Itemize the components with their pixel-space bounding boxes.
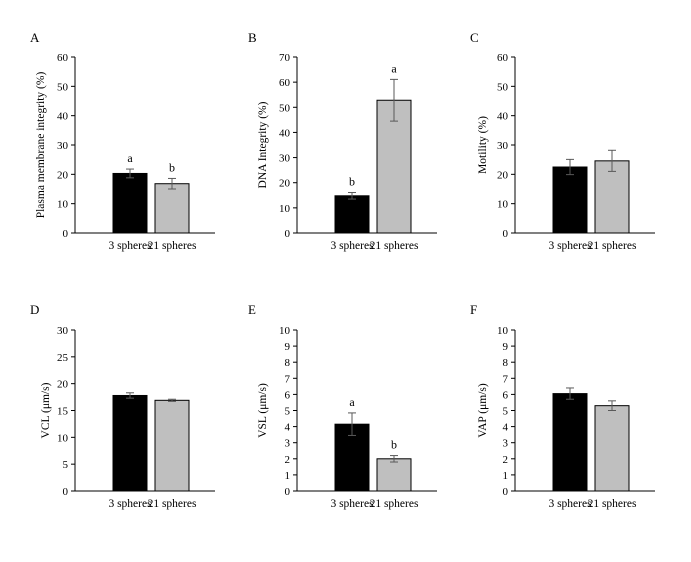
y-tick-label: 40 — [57, 111, 69, 123]
bar-1 — [112, 394, 148, 492]
y-tick-label: 0 — [503, 486, 509, 498]
bar-2 — [376, 99, 412, 234]
significance-letter: b — [169, 160, 175, 174]
y-tick-label: 1 — [285, 470, 291, 482]
y-axis-title: DNA Integrity (%) — [257, 101, 269, 188]
x-category-label: 21 spheres — [588, 498, 637, 510]
panel-label: C — [470, 30, 479, 45]
y-tick-label: 60 — [57, 52, 69, 64]
y-tick-label: 9 — [503, 341, 509, 353]
x-category-label: 3 spheres — [548, 498, 592, 510]
y-tick-label: 40 — [279, 127, 291, 139]
y-tick-label: 20 — [57, 379, 69, 391]
y-tick-label: 3 — [503, 438, 509, 450]
bar-2 — [594, 160, 630, 234]
panel-label: A — [30, 30, 40, 45]
x-category-label: 21 spheres — [148, 240, 197, 252]
bar-1 — [552, 166, 588, 234]
y-tick-label: 2 — [285, 454, 291, 466]
y-tick-label: 10 — [57, 199, 69, 211]
y-axis-title: VAP (μm/s) — [477, 383, 489, 438]
y-tick-label: 3 — [285, 438, 291, 450]
significance-letter: a — [349, 395, 355, 409]
y-tick-label: 7 — [503, 373, 509, 385]
y-tick-label: 0 — [63, 486, 69, 498]
y-axis-title: VCL (μm/s) — [40, 382, 52, 438]
significance-letter: a — [391, 61, 397, 75]
y-tick-label: 2 — [503, 454, 509, 466]
y-tick-label: 4 — [503, 422, 509, 434]
significance-letter: b — [391, 438, 397, 452]
x-category-label: 21 spheres — [588, 240, 637, 252]
y-tick-label: 25 — [57, 352, 69, 364]
y-tick-label: 50 — [57, 81, 69, 93]
y-tick-label: 7 — [285, 373, 291, 385]
y-tick-label: 8 — [285, 357, 291, 369]
y-tick-label: 10 — [497, 325, 509, 337]
x-category-label: 21 spheres — [148, 498, 197, 510]
y-axis-title: Motility (%) — [477, 116, 489, 174]
y-tick-label: 20 — [57, 169, 69, 181]
chart-panel-b: B 0 10 20 30 40 50 60 70 DNA Integrity (%) b 3 sphe… — [248, 30, 437, 252]
significance-letter: a — [127, 151, 133, 165]
y-tick-label: 10 — [57, 432, 69, 444]
y-tick-label: 10 — [279, 203, 291, 215]
bar-2 — [154, 183, 190, 234]
y-tick-label: 5 — [503, 406, 509, 418]
panel-label: D — [30, 302, 39, 317]
y-tick-label: 40 — [497, 111, 509, 123]
chart-panel-e: E 0 1 2 3 4 5 6 7 8 9 10 VSL (μm/s) a 3 spheres b 21 sph… — [248, 302, 437, 510]
bar-1 — [334, 195, 370, 234]
x-category-label: 3 spheres — [548, 240, 592, 252]
y-tick-label: 30 — [279, 153, 291, 165]
y-tick-label: 6 — [285, 389, 291, 401]
y-tick-label: 0 — [503, 228, 509, 240]
y-tick-label: 0 — [285, 486, 291, 498]
significance-letter: b — [349, 175, 355, 189]
y-tick-label: 5 — [285, 406, 291, 418]
y-tick-label: 10 — [279, 325, 291, 337]
y-axis-title: Plasma membrane integrity (%) — [35, 72, 47, 219]
x-category-label: 21 spheres — [370, 240, 419, 252]
y-tick-label: 20 — [279, 178, 291, 190]
bar-2 — [376, 458, 412, 492]
x-category-label: 3 spheres — [330, 498, 374, 510]
y-tick-label: 50 — [497, 81, 509, 93]
y-tick-label: 0 — [285, 228, 291, 240]
bar-1 — [552, 393, 588, 492]
y-tick-label: 0 — [63, 228, 69, 240]
bar-2 — [154, 399, 190, 492]
x-category-label: 3 spheres — [330, 240, 374, 252]
y-tick-label: 60 — [279, 77, 291, 89]
chart-panel-a: A 0 10 20 30 40 50 60 Plasma membrane integrity … — [30, 30, 215, 252]
y-tick-label: 4 — [285, 422, 291, 434]
x-category-label: 3 spheres — [108, 498, 152, 510]
y-axis-title: VSL (μm/s) — [257, 383, 269, 438]
y-tick-label: 10 — [497, 199, 509, 211]
y-tick-label: 1 — [503, 470, 509, 482]
y-tick-label: 8 — [503, 357, 509, 369]
y-tick-label: 60 — [497, 52, 509, 64]
y-tick-label: 15 — [57, 406, 69, 418]
y-tick-label: 30 — [57, 325, 69, 337]
panel-label: E — [248, 302, 256, 317]
bar-2 — [594, 405, 630, 492]
y-tick-label: 30 — [497, 140, 509, 152]
y-tick-label: 6 — [503, 389, 509, 401]
panel-label: B — [248, 30, 257, 45]
x-category-label: 21 spheres — [370, 498, 419, 510]
y-tick-label: 20 — [497, 169, 509, 181]
bar-1 — [112, 172, 148, 234]
y-tick-label: 5 — [63, 459, 69, 471]
y-tick-label: 70 — [279, 52, 291, 64]
panel-label: F — [470, 302, 477, 317]
x-category-label: 3 spheres — [108, 240, 152, 252]
y-tick-label: 30 — [57, 140, 69, 152]
y-tick-label: 9 — [285, 341, 291, 353]
y-tick-label: 50 — [279, 102, 291, 114]
